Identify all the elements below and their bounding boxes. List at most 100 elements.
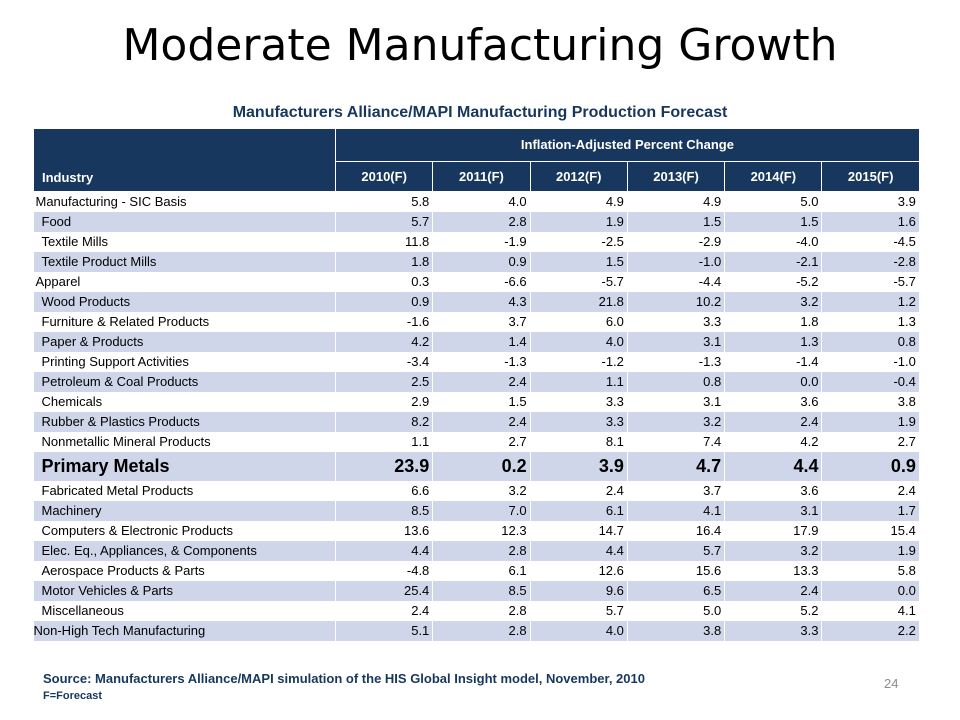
value-cell: 4.0 [530, 332, 628, 352]
industry-cell: Computers & Electronic Products [33, 521, 336, 541]
value-cell: 4.3 [432, 292, 531, 312]
value-cell: 10.2 [627, 292, 726, 312]
value-cell: 5.8 [821, 561, 920, 581]
industry-cell: Manufacturing - SIC Basis [33, 191, 336, 212]
forecast-note: F=Forecast [43, 690, 102, 702]
value-cell: 2.4 [432, 412, 531, 432]
table-row: Computers & Electronic Products 13.6 12.3 1… [33, 521, 920, 541]
value-cell: 6.1 [432, 561, 531, 581]
value-cell: 3.3 [530, 412, 628, 432]
value-cell: -1.3 [627, 352, 726, 372]
value-cell: -5.2 [724, 272, 823, 292]
value-cell: 2.4 [432, 372, 531, 392]
value-cell: 1.1 [335, 432, 434, 452]
value-cell: 2.7 [432, 432, 531, 452]
industry-cell: Textile Mills [33, 232, 336, 252]
year-header: 2015(F) [821, 160, 920, 193]
table-row: Primary Metals 23.9 0.2 3.9 4.7 4.4 0.9 [33, 452, 920, 481]
value-cell: 2.8 [432, 212, 531, 232]
value-cell: 1.4 [432, 332, 531, 352]
value-cell: 3.1 [627, 392, 726, 412]
value-cell: 6.5 [627, 581, 726, 601]
value-cell: -2.9 [627, 232, 726, 252]
value-cell: 2.2 [821, 621, 920, 641]
table-row: Food 5.7 2.8 1.9 1.5 1.5 1.6 [33, 212, 920, 232]
industry-cell: Machinery [33, 501, 336, 521]
value-cell: 3.8 [821, 392, 920, 412]
industry-cell: Nonmetallic Mineral Products [33, 432, 336, 452]
value-cell: 12.6 [530, 561, 628, 581]
percent-change-header: Inflation-Adjusted Percent Change [335, 128, 920, 162]
value-cell: 6.0 [530, 312, 628, 332]
value-cell: -4.8 [335, 561, 434, 581]
table-row: Printing Support Activities -3.4 -1.3 -1.2-… [33, 352, 920, 372]
value-cell: 4.9 [627, 191, 726, 212]
value-cell: 1.5 [627, 212, 726, 232]
value-cell: 6.6 [335, 481, 434, 501]
value-cell: 3.9 [821, 191, 920, 212]
industry-cell: Paper & Products [33, 332, 336, 352]
value-cell: 0.0 [821, 581, 920, 601]
table-row: Machinery 8.5 7.0 6.1 4.1 3.1 1.7 [33, 501, 920, 521]
table-row: Textile Product Mills 1.8 0.9 1.5 -1.0 -2.1 -2… [33, 252, 920, 272]
value-cell: 1.6 [821, 212, 920, 232]
value-cell: 4.2 [724, 432, 823, 452]
year-header: 2014(F) [724, 160, 823, 193]
industry-cell: Textile Product Mills [33, 252, 336, 272]
value-cell: 7.4 [627, 432, 726, 452]
value-cell: 11.8 [335, 232, 434, 252]
value-cell: 1.3 [821, 312, 920, 332]
value-cell: 2.7 [821, 432, 920, 452]
value-cell: -1.0 [821, 352, 920, 372]
year-header: 2010(F) [334, 160, 434, 193]
table-row: Textile Mills 11.8 -1.9 -2.5 -2.9 -4.0 -4.5 [33, 232, 920, 252]
value-cell: 17.9 [724, 521, 823, 541]
value-cell: -3.4 [335, 352, 434, 372]
value-cell: 2.4 [335, 601, 434, 621]
value-cell: 2.4 [724, 412, 823, 432]
value-cell: 1.7 [821, 501, 920, 521]
value-cell: -1.9 [432, 232, 531, 252]
table-row: Aerospace Products & Parts -4.8 6.1 12.6 15.… [33, 561, 920, 581]
value-cell: 4.1 [821, 601, 920, 621]
year-header: 2012(F) [529, 160, 628, 193]
value-cell: 5.2 [724, 601, 823, 621]
value-cell: 4.4 [335, 541, 434, 561]
value-cell: 1.8 [724, 312, 823, 332]
value-cell: 1.5 [724, 212, 823, 232]
value-cell: 1.2 [821, 292, 920, 312]
value-cell: 2.9 [335, 392, 434, 412]
value-cell: 3.2 [724, 292, 823, 312]
value-cell: -4.5 [821, 232, 920, 252]
table-row: Fabricated Metal Products 6.6 3.2 2.4 3.7 3.6… [33, 481, 920, 501]
value-cell: 3.7 [627, 481, 726, 501]
industry-header: Industry [33, 128, 336, 192]
table-row: Non-High Tech Manufacturing 5.1 2.8 4.0 3.8 3… [33, 621, 920, 641]
value-cell: 5.7 [530, 601, 628, 621]
value-cell: 1.8 [335, 252, 434, 272]
value-cell: 0.9 [335, 292, 434, 312]
value-cell: 3.3 [530, 392, 628, 412]
table-row: Petroleum & Coal Products 2.5 2.4 1.1 0.8 0.0… [33, 372, 920, 392]
industry-cell: Wood Products [33, 292, 336, 312]
value-cell: 4.4 [724, 452, 823, 481]
value-cell: -1.4 [724, 352, 823, 372]
value-cell: 1.5 [432, 392, 531, 412]
value-cell: -6.6 [432, 272, 531, 292]
value-cell: 9.6 [530, 581, 628, 601]
value-cell: -1.3 [432, 352, 531, 372]
industry-cell: Non-High Tech Manufacturing [33, 621, 336, 641]
value-cell: 6.1 [530, 501, 628, 521]
value-cell: 1.9 [821, 541, 920, 561]
table-row: Miscellaneous 2.4 2.8 5.7 5.0 5.2 4.1 [33, 601, 920, 621]
industry-cell: Chemicals [33, 392, 336, 412]
value-cell: 0.8 [821, 332, 920, 352]
value-cell: 8.5 [335, 501, 434, 521]
page-number: 24 [884, 676, 899, 691]
value-cell: 0.2 [432, 452, 531, 481]
value-cell: 1.9 [530, 212, 628, 232]
value-cell: 5.0 [724, 191, 823, 212]
year-header: 2013(F) [626, 160, 726, 193]
forecast-table: Industry Inflation-Adjusted Percent Chan… [33, 128, 920, 641]
value-cell: 15.4 [821, 521, 920, 541]
